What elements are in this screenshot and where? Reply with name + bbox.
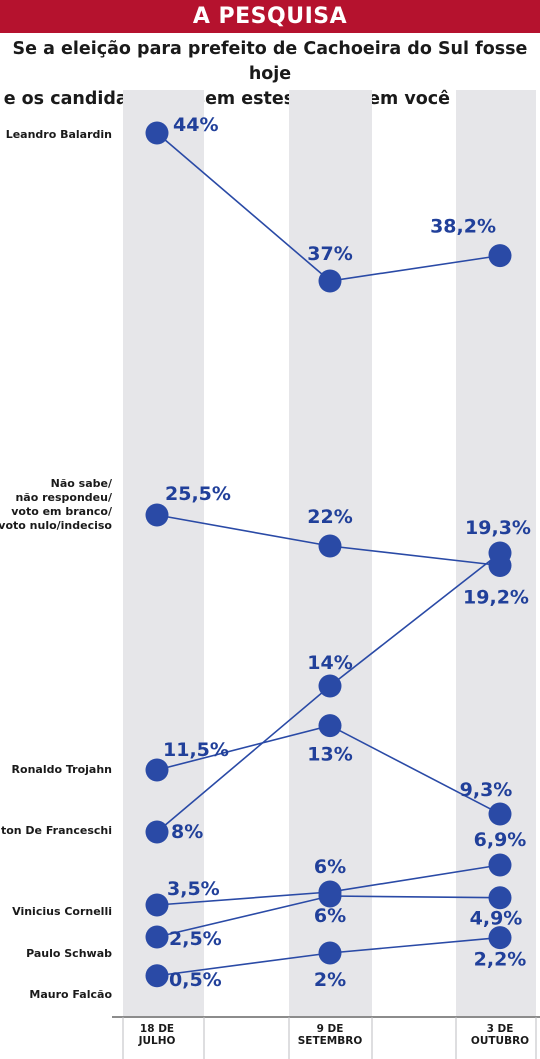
data-point xyxy=(145,893,169,917)
x-tick-label: SETEMBRO xyxy=(298,1035,363,1047)
data-point xyxy=(488,886,512,910)
series-name-label: Hilton De Franceschi xyxy=(0,824,112,837)
data-point xyxy=(145,758,169,782)
data-point xyxy=(318,714,342,738)
series-name-label: Leandro Balardin xyxy=(6,128,112,141)
data-point xyxy=(488,802,512,826)
data-point xyxy=(318,941,342,965)
series-name-label: Mauro Falcão xyxy=(29,988,112,1001)
data-point xyxy=(145,964,169,988)
x-tick-label: 3 DE xyxy=(487,1023,514,1035)
data-value-label: 3,5% xyxy=(167,878,220,900)
data-value-label: 11,5% xyxy=(163,739,229,761)
series-name-label: voto em branco/ xyxy=(11,505,113,518)
data-point xyxy=(145,925,169,949)
data-value-label: 2,5% xyxy=(169,928,222,950)
data-value-label: 9,3% xyxy=(460,779,513,801)
data-value-label: 25,5% xyxy=(165,483,231,505)
series-name-label: não respondeu/ xyxy=(15,491,113,504)
x-tick-label: JULHO xyxy=(138,1035,176,1047)
data-value-label: 22% xyxy=(307,506,352,528)
data-value-label: 8% xyxy=(171,821,203,843)
data-value-label: 19,2% xyxy=(463,587,529,609)
data-point xyxy=(318,674,342,698)
data-value-label: 4,9% xyxy=(470,908,523,930)
banner-title: A PESQUISA xyxy=(0,0,540,33)
survey-question: Se a eleição para prefeito de Cachoeira … xyxy=(3,39,537,109)
data-point xyxy=(318,534,342,558)
data-point xyxy=(488,541,512,565)
data-value-label: 13% xyxy=(307,744,352,766)
data-value-label: 6,9% xyxy=(474,829,527,851)
series-name-label: Vinicius Cornelli xyxy=(12,905,112,918)
data-point xyxy=(488,244,512,268)
data-value-label: 38,2% xyxy=(430,216,496,238)
data-value-label: 44% xyxy=(173,114,218,136)
date-column-band xyxy=(123,90,204,1016)
data-point xyxy=(488,926,512,950)
series-name-label: Ronaldo Trojahn xyxy=(12,763,112,776)
data-value-label: 0,5% xyxy=(169,969,222,991)
data-point xyxy=(318,884,342,908)
x-tick-label: 18 DE xyxy=(140,1023,174,1035)
data-point xyxy=(145,503,169,527)
x-tick-label: 9 DE xyxy=(317,1023,344,1035)
series-name-label: Paulo Schwab xyxy=(26,947,112,960)
data-point xyxy=(318,269,342,293)
data-value-label: 6% xyxy=(314,905,346,927)
data-point xyxy=(488,853,512,877)
data-point xyxy=(145,121,169,145)
series-name-label: voto nulo/indeciso xyxy=(0,519,112,532)
data-value-label: 19,3% xyxy=(465,517,531,539)
data-value-label: 2,2% xyxy=(474,949,527,971)
series-name-label: Não sabe/ xyxy=(51,477,113,490)
data-point xyxy=(145,820,169,844)
data-value-label: 2% xyxy=(314,969,346,991)
data-value-label: 37% xyxy=(307,243,352,265)
data-value-label: 6% xyxy=(314,856,346,878)
x-tick-label: OUTUBRO xyxy=(471,1035,529,1047)
data-value-label: 14% xyxy=(307,652,352,674)
